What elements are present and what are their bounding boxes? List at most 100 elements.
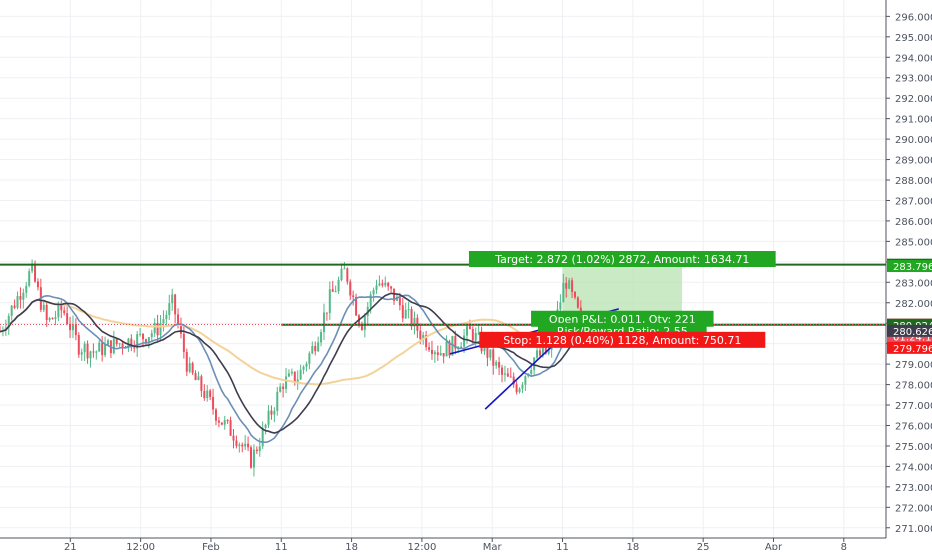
candle-body [471,329,474,341]
candle-body [51,318,54,320]
candle [86,340,89,364]
candle [404,302,407,320]
candle [28,268,31,288]
candle [104,336,107,358]
time-axis-bg [0,538,932,550]
candle [10,304,13,321]
candle-body [171,294,174,304]
candles [0,259,582,477]
candle [80,348,83,361]
candle-body [390,286,393,289]
candle-body [89,351,92,359]
candle-body [22,292,25,300]
candle [156,314,159,342]
candle [171,288,174,311]
candle [451,335,454,356]
candle [48,316,51,323]
candle-body [270,410,273,415]
candle [442,353,445,364]
price-badge-box [887,341,932,354]
candle [296,370,299,390]
candle-body [220,422,223,425]
candle [223,415,226,430]
candle [562,273,565,303]
candle-body [247,443,250,448]
candle [209,388,212,401]
candle [571,277,574,299]
candle [460,341,463,349]
candle-body [302,366,305,370]
candle-body [115,338,118,345]
candle-body [42,304,45,310]
grid-lines [0,0,886,538]
candle [25,281,28,298]
candle-body [314,345,317,352]
candle [340,263,343,282]
candle-body [401,305,404,319]
candle [378,275,381,287]
candle [293,371,296,386]
price-badge: 279.796 [887,341,932,355]
candle-body [460,346,463,349]
candle-body [194,373,197,381]
candle [142,333,145,348]
candle-body [384,282,387,286]
candle-body [398,296,401,306]
candle-body [413,317,416,327]
candle [436,345,439,361]
candle [489,349,492,361]
candle-body [106,340,109,345]
candle-body [191,363,194,374]
candle-body [144,339,147,343]
candle-body [276,391,279,411]
candle-body [235,440,238,446]
candle [188,357,191,374]
candle [393,288,396,305]
candle [264,423,267,435]
candle-body [36,281,39,288]
candle [77,332,80,358]
candle-body [212,396,215,410]
candle [252,444,255,477]
candle [261,421,264,449]
candle [498,356,501,376]
candle-body [63,310,66,314]
candle-body [463,335,466,347]
candle [63,306,66,316]
candle-body [66,313,69,324]
time-tick-label: 12:00 [407,542,436,550]
candle-body [293,371,296,383]
candle-body [509,376,512,378]
candle-body [501,367,504,375]
candle-body [448,341,451,356]
candle [375,279,378,294]
candle-body [229,420,232,436]
candle-body [547,349,550,354]
candle-body [349,281,352,296]
candle-body [322,312,325,333]
candle-body [573,291,576,298]
candle [506,368,509,377]
time-tick-label: Feb [202,542,220,550]
candle-body [130,338,133,348]
candle-body [346,268,349,282]
candle-body [442,353,445,357]
candle [115,338,118,347]
candle [229,416,232,437]
candle [346,267,349,285]
candle-body [422,335,425,339]
price-tick-label: 274.000 [895,462,932,473]
candle [185,348,188,377]
candle [573,291,576,300]
candle [355,293,358,317]
price-tick-label: 273.000 [895,483,932,494]
time-tick-label: Apr [765,542,783,550]
candle-body [7,315,10,328]
candle [54,310,57,326]
candle [7,313,10,335]
candle-body [200,376,203,391]
candle-body [436,352,439,356]
price-tick-label: 286.000 [895,217,932,228]
